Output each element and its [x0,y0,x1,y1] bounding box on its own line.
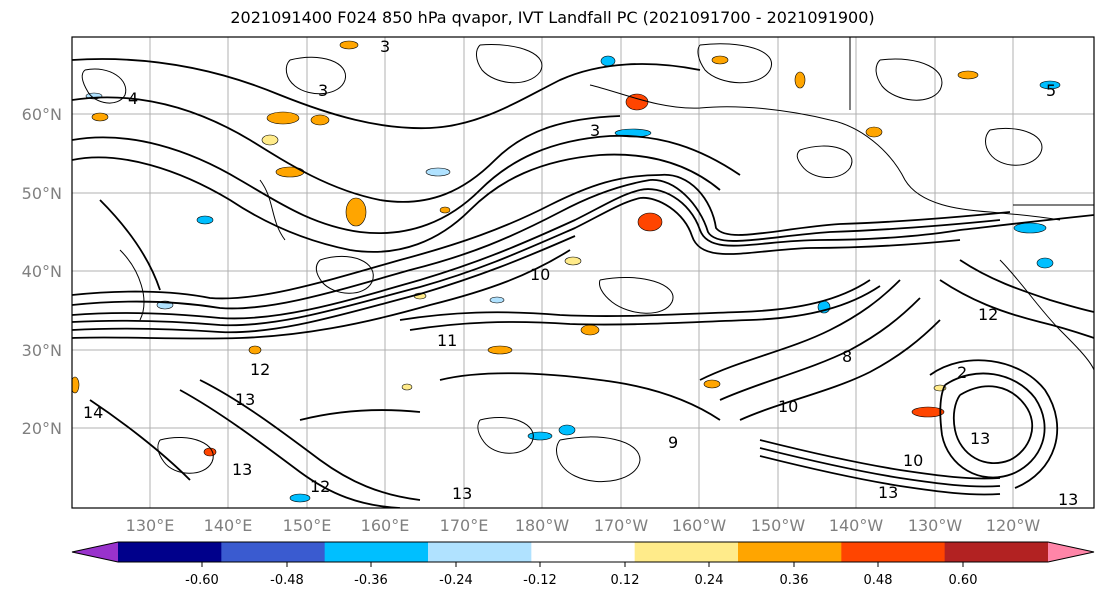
lon-label: 150°W [751,516,806,535]
colorbar-outline [71,541,1095,563]
colorbar-extend-max [1048,542,1094,562]
lon-label: 120°W [986,516,1041,535]
map-border [71,36,1095,509]
plot-title: 2021091400 F024 850 hPa qvapor, IVT Land… [230,8,875,27]
contour-label: 14 [83,403,103,422]
colorbar-segment [944,542,1049,562]
colorbar-segments [71,541,1095,563]
colorbar-segment [634,542,739,562]
lon-label: 130°E [126,516,175,535]
contour-label: 4 [128,89,138,108]
contour-label: 9 [668,433,678,452]
lat-label: 60°N [22,105,62,124]
lon-label: 160°E [361,516,410,535]
colorbar-tick-label: -0.24 [439,573,473,588]
lat-labels: 60°N 50°N 40°N 30°N 20°N [22,105,62,438]
colorbar-segment [531,542,636,562]
colorbar-tick-label: 0.48 [864,573,893,588]
colorbar-labels: -0.60 -0.48 -0.36 -0.24 -0.12 0.12 0.24 … [185,573,977,588]
lon-label: 130°W [908,516,963,535]
contour-label: 8 [842,347,852,366]
contour-label: 3 [380,37,390,56]
contour-label: 13 [232,460,252,479]
colorbar-tick-label: 0.36 [780,573,809,588]
contour-label: 10 [530,265,550,284]
colorbar-extend-min [72,542,118,562]
colorbar-segment [118,542,222,562]
contour-label: 3 [318,81,328,100]
contour-labels: 3 4 3 3 10 11 12 13 14 12 13 13 10 13 13… [83,37,1078,509]
lat-label: 50°N [22,184,62,203]
contour-label: 3 [590,121,600,140]
map-content: 3 4 3 3 10 11 12 13 14 12 13 13 10 13 13… [72,37,1094,509]
colorbar-segment [738,542,842,562]
contour-label: 13 [1058,490,1078,509]
lon-label: 160°W [672,516,727,535]
contours [72,58,1094,508]
lat-label: 30°N [22,341,62,360]
lon-label: 180°W [515,516,570,535]
contour-label: 11 [437,331,457,350]
colorbar: -0.60 -0.48 -0.36 -0.24 -0.12 0.12 0.24 … [71,541,1095,588]
contour-label: 12 [310,477,330,496]
minor-contours [81,43,1043,483]
lon-label: 140°E [204,516,253,535]
lon-labels: 130°E 140°E 150°E 160°E 170°E 180°W 170°… [126,516,1041,535]
contour-label: 10 [778,397,798,416]
colorbar-tick-label: 0.12 [611,573,640,588]
colorbar-tick-label: -0.48 [270,573,304,588]
colorbar-segment [841,542,946,562]
colorbar-ticks [201,562,964,567]
colorbar-segment [221,542,326,562]
contour-label: 10 [903,451,923,470]
colorbar-tick-label: 0.60 [949,573,978,588]
lat-label: 20°N [22,419,62,438]
contour-label: 13 [878,483,898,502]
qvapor-shading [72,40,1061,503]
contour-label: 5 [1046,81,1056,100]
colorbar-segment [428,542,532,562]
colorbar-tick-label: -0.60 [185,573,219,588]
contour-label: 2 [957,363,967,382]
contour-label: 12 [978,305,998,324]
lon-label: 150°E [283,516,332,535]
lat-label: 40°N [22,262,62,281]
colorbar-tick-label: -0.36 [354,573,388,588]
contour-label: 13 [452,484,472,503]
contour-label: 12 [250,360,270,379]
colorbar-tick-label: -0.12 [523,573,557,588]
lon-label: 140°W [829,516,884,535]
lon-label: 170°W [594,516,649,535]
lon-label: 170°E [440,516,489,535]
colorbar-segment [324,542,429,562]
contour-label: 13 [235,390,255,409]
gridlines [72,37,1094,508]
contour-label: 13 [970,429,990,448]
colorbar-tick-label: 0.24 [695,573,724,588]
